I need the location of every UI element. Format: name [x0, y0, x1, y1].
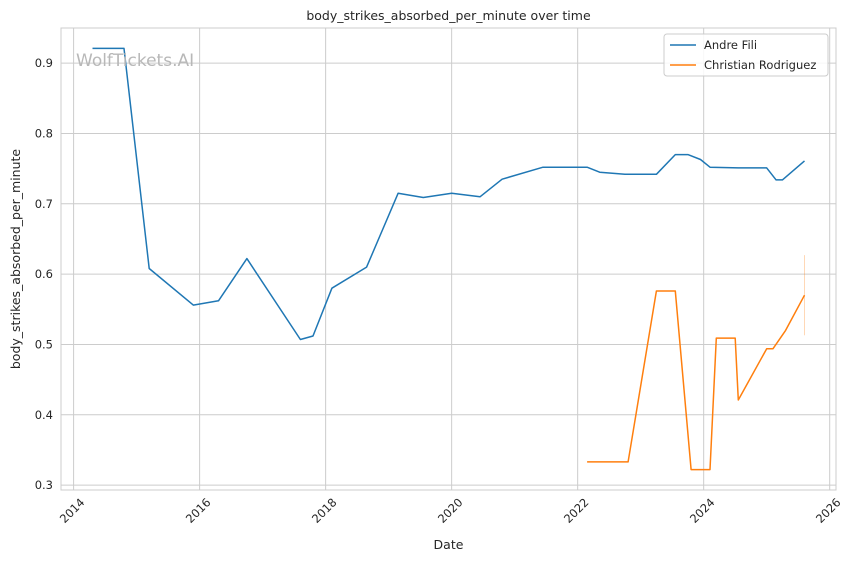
grid — [61, 28, 836, 490]
plot-frame — [60, 27, 837, 491]
legend-label: Christian Rodriguez — [704, 58, 816, 72]
legend-box — [663, 33, 829, 77]
y-tick-label: 0.7 — [35, 197, 53, 211]
y-tick-label: 0.4 — [35, 408, 53, 422]
chart-title: body_strikes_absorbed_per_minute over ti… — [306, 8, 591, 23]
series-line-2 — [587, 290, 806, 471]
x-tick-label: 2024 — [687, 495, 718, 526]
tick-labels: 2014 2016 2018 2020 2022 2024 2026 0.3 0.4 0.5 0.6… — [35, 56, 844, 526]
x-tick-label: 2022 — [561, 495, 592, 526]
y-tick-label: 0.9 — [35, 56, 53, 70]
x-tick-label: 2018 — [309, 495, 340, 526]
y-tick-label: 0.3 — [35, 478, 53, 492]
y-tick-label: 0.5 — [35, 337, 53, 351]
y-tick-label: 0.6 — [35, 267, 53, 281]
x-tick-label: 2026 — [813, 495, 844, 526]
y-tick-label: 0.8 — [35, 126, 53, 140]
series-layer — [92, 47, 806, 471]
watermark-text: WolfTickets.AI — [76, 51, 194, 71]
legend-label: Andre Fili — [704, 38, 757, 52]
x-tick-label: 2016 — [183, 495, 214, 526]
x-tick-label: 2014 — [57, 495, 88, 526]
series-line-1 — [92, 47, 805, 341]
x-tick-label: 2020 — [435, 495, 466, 526]
y-axis-label: body_strikes_absorbed_per_minute — [8, 149, 23, 370]
legend: Andre Fili Christian Rodriguez — [663, 33, 829, 77]
x-axis-label: Date — [434, 537, 464, 552]
